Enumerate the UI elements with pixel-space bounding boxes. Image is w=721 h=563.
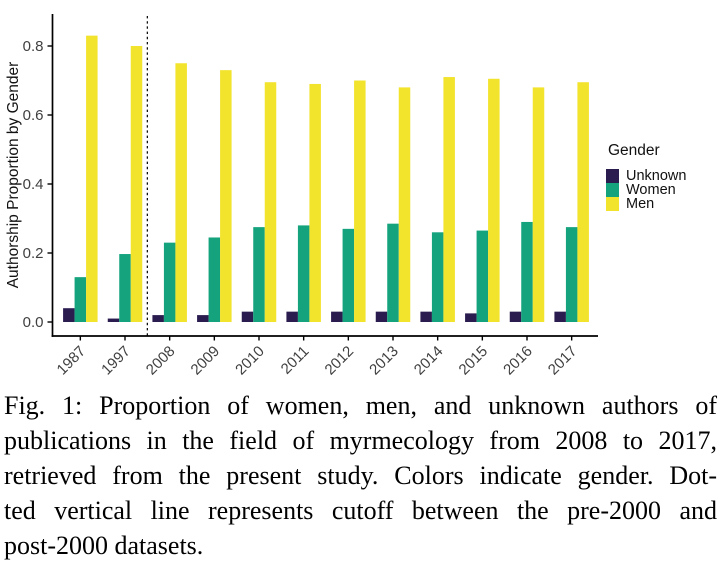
x-tick-label: 2009 [188,343,224,379]
caption-line-3: retrieved from the present study. Colors… [4,461,717,490]
chart-svg: 0.0 0.2 0.4 0.6 0.8 1987 1997 2008 2009 2010 2011 2… [5,14,598,379]
bar-unknown-2013 [375,311,388,322]
bar-men-2008 [175,63,187,322]
legend-swatch-unknown [606,169,619,183]
bar-unknown-1997 [107,318,120,322]
bar-women-1987 [74,277,87,322]
bar-unknown-2011 [286,311,298,322]
bar-women-2015 [476,230,489,322]
legend-swatch-women [606,183,619,197]
x-tick-label: 2011 [278,343,313,378]
chart-legend: Gender Unknown Women Men [606,142,718,211]
legend-title: Gender [608,142,660,159]
bar-women-2017 [565,227,578,322]
bar-men-2009 [220,70,232,323]
y-tick-label: 0.6 [23,107,44,124]
bar-unknown-2016 [509,311,522,322]
x-tick-label: 2017 [545,343,581,379]
x-tick-label: 2010 [232,343,268,379]
bar-unknown-2017 [554,311,566,322]
y-tick-label: 0.0 [23,314,44,331]
legend-label-men: Men [626,196,655,212]
bar-men-2016 [532,87,545,323]
bar-men-2015 [488,78,500,323]
bar-men-2013 [398,87,411,323]
legend-label-women: Women [626,182,676,198]
caption-line-2: publications in the field of myrmecology… [4,426,717,455]
bar-women-2016 [521,221,533,322]
gender-proportion-chart: 0.0 0.2 0.4 0.6 0.8 1987 1997 2008 2009 2010 2011 2… [5,14,718,379]
legend-item-men: Men [606,197,718,211]
bar-women-2013 [387,223,399,322]
y-tick-label: 0.4 [23,176,44,193]
x-tick-label: 1987 [54,343,90,379]
bar-men-2011 [309,83,321,322]
bar-unknown-2015 [465,313,477,322]
bar-men-2014 [443,77,455,322]
x-tick-label: 2015 [456,343,492,379]
legend-item-women: Women [606,183,718,197]
bar-men-2012 [354,80,366,322]
bar-unknown-2010 [241,311,254,322]
y-tick-label: 0.8 [23,38,44,55]
bar-women-2012 [342,228,355,322]
x-tick-label: 2014 [411,343,447,379]
bar-men-2017 [577,82,589,322]
x-tick-label: 2016 [500,343,536,379]
bar-unknown-2014 [420,311,432,322]
bar-unknown-2012 [331,311,343,322]
bar-women-2014 [431,232,444,322]
legend-item-unknown: Unknown [606,169,718,183]
x-tick-label: 1997 [98,343,134,379]
caption-line-5: post-2000 datasets. [4,531,204,560]
legend-swatch-men [606,197,619,211]
y-axis-title: Authorship Proportion by Gender [5,62,22,289]
bar-women-1997 [119,254,131,322]
bar-unknown-1987 [63,308,75,322]
bar-men-2010 [264,82,277,322]
x-tick-label: 2013 [366,343,402,379]
legend-label-unknown: Unknown [626,168,687,184]
bar-women-2008 [163,242,176,322]
bar-unknown-2008 [152,315,164,322]
bar-women-2010 [253,227,265,322]
caption-line-1: Fig. 1: Proportion of women, men, and un… [4,391,717,420]
x-tick-label: 2008 [143,343,179,379]
bar-men-1997 [130,46,143,322]
y-tick-label: 0.2 [23,245,44,262]
figure-caption: Fig. 1: Proportion of women, men, and un… [0,384,721,563]
x-tick-label: 2012 [322,343,358,379]
caption-line-4: ted vertical line represents cutoff betw… [4,496,717,525]
bar-unknown-2009 [197,315,209,322]
bar-men-1987 [86,35,98,323]
bar-women-2009 [208,237,221,322]
bar-women-2011 [297,225,310,322]
